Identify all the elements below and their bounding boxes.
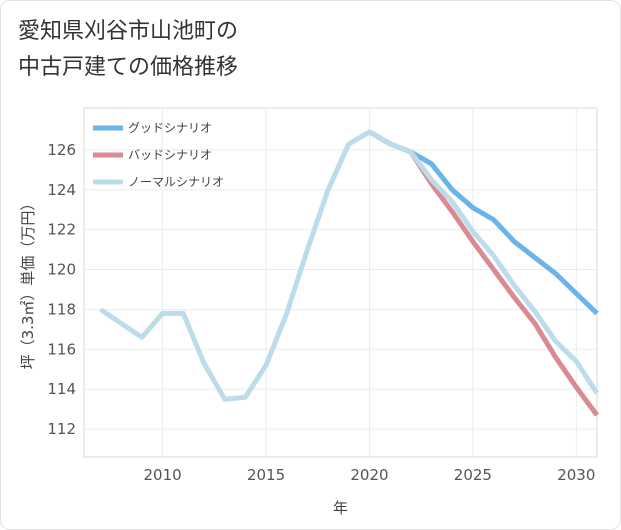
y-tick-label: 124 [47,181,76,199]
legend-label-2: バッドシナリオ [128,148,212,162]
x-tick-label: 2010 [144,466,182,484]
x-axis-title: 年 [333,499,348,517]
y-tick-label: 120 [47,261,76,279]
y-tick-label: 114 [47,380,76,398]
x-tick-label: 2025 [454,466,492,484]
y-tick-label: 116 [47,340,76,358]
y-tick-label: 118 [47,300,76,318]
x-tick-label: 2030 [557,466,595,484]
series-line-1 [368,129,599,316]
y-axis-title: 坪（3.3㎡）単価（万円） [19,196,37,370]
y-tick-label: 126 [47,141,76,159]
legend-label-3: ノーマルシナリオ [128,175,224,189]
title-line-1: 愛知県刈谷市山池町の [18,19,239,44]
plot-area [83,107,598,458]
x-tick-label: 2020 [350,466,388,484]
chart-title: 愛知県刈谷市山池町の 中古戸建ての価格推移 [18,14,238,86]
series-line-3 [99,129,600,402]
legend-label-1: グッドシナリオ [128,121,212,135]
series-line-2 [368,129,600,417]
x-tick-label: 2015 [247,466,285,484]
y-tick-label: 112 [47,420,76,438]
title-line-2: 中古戸建ての価格推移 [18,55,239,80]
y-tick-label: 122 [47,221,76,239]
